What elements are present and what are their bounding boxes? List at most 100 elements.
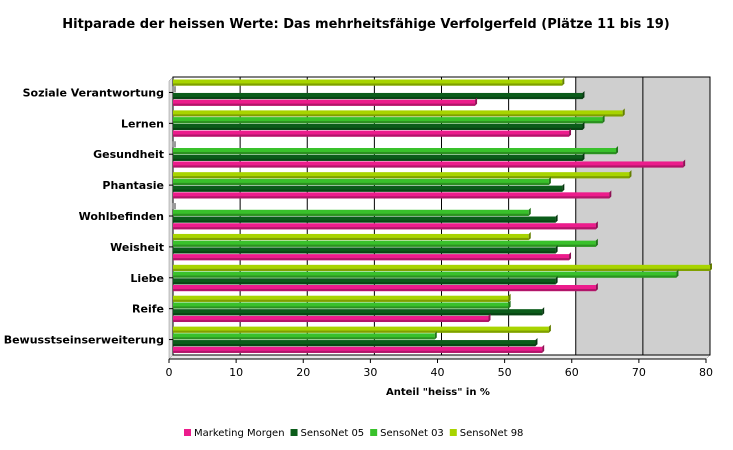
bar-sensonet-05-wohlbefinden (173, 216, 556, 223)
legend-swatch-sensonet-98 (449, 429, 457, 436)
bar-shade-marketing-morgen-phantasie (173, 196, 610, 199)
bar-shade-sensonet-03-reife (173, 306, 509, 309)
category-group-reife: Reife (132, 293, 545, 323)
bar-stub-sensonet-98-wohlbefinden (172, 203, 176, 210)
bar-sensonet-05-lernen (173, 123, 583, 130)
legend-item-sensonet-03: SensoNet 03 (370, 428, 444, 439)
bar-shade-sensonet-03-liebe (173, 275, 677, 278)
bar-end-sensonet-98-bewusstseinserweiterung (548, 324, 551, 333)
bar-end-sensonet-03-wohlbefinden (528, 207, 531, 216)
legend-label-sensonet-98: SensoNet 98 (460, 428, 524, 439)
category-group-wohlbefinden: Wohlbefinden (79, 203, 598, 230)
category-label-reife: Reife (132, 303, 164, 316)
legend-item-sensonet-05: SensoNet 05 (290, 428, 364, 439)
bar-end-sensonet-05-phantasie (562, 183, 565, 192)
category-group-lernen: Lernen (121, 108, 625, 137)
bar-sensonet-05-liebe (173, 278, 556, 285)
bar-shade-sensonet-05-reife (173, 313, 543, 316)
legend-label-marketing-morgen: Marketing Morgen (194, 428, 285, 439)
bar-marketing-morgen-phantasie (173, 192, 610, 199)
bar-end-marketing-morgen-bewusstseinserweiterung (542, 344, 545, 353)
bar-sensonet-05-weisheit (173, 247, 556, 254)
bar-shade-sensonet-05-lernen (173, 127, 583, 130)
category-group-bewusstseinserweiterung: Bewusstseinserweiterung (4, 324, 551, 353)
bar-shade-sensonet-98-phantasie (173, 176, 630, 179)
bar-sensonet-98-bewusstseinserweiterung (173, 326, 549, 333)
bar-shade-sensonet-03-wohlbefinden (173, 213, 529, 216)
bar-end-sensonet-98-soziale-verantwortung (562, 77, 565, 86)
category-group-soziale-verantwortung: Soziale Verantwortung (23, 77, 585, 106)
category-label-lernen: Lernen (121, 117, 164, 130)
bar-end-sensonet-05-lernen (582, 121, 585, 130)
bar-shade-sensonet-03-weisheit (173, 244, 596, 247)
bar-end-marketing-morgen-wohlbefinden (595, 221, 598, 230)
bar-sensonet-03-liebe (173, 271, 677, 278)
bar-shade-sensonet-03-bewusstseinserweiterung (173, 337, 435, 340)
legend-swatch-sensonet-03 (370, 429, 378, 436)
bar-sensonet-98-weisheit (173, 233, 529, 241)
bar-shade-marketing-morgen-lernen (173, 134, 570, 137)
chart-title: Hitparade der heissen Werte: Das mehrhei… (62, 17, 670, 32)
bar-marketing-morgen-bewusstseinserweiterung (173, 346, 543, 353)
bar-end-sensonet-03-liebe (676, 269, 679, 278)
bar-shade-sensonet-98-reife (173, 299, 509, 302)
legend-swatch-sensonet-05 (290, 429, 298, 436)
bar-sensonet-98-phantasie (173, 172, 630, 179)
bar-sensonet-03-phantasie (173, 178, 549, 186)
bar-shade-marketing-morgen-wohlbefinden (173, 227, 596, 230)
category-label-weisheit: Weisheit (110, 241, 164, 254)
bar-stub-sensonet-98-gesundheit (172, 141, 176, 148)
category-label-soziale-verantwortung: Soziale Verantwortung (23, 86, 164, 99)
bar-sensonet-03-weisheit (173, 240, 596, 247)
x-tick-label-30: 30 (363, 366, 377, 379)
bar-end-sensonet-03-bewusstseinserweiterung (434, 331, 437, 340)
bar-marketing-morgen-liebe (173, 285, 596, 292)
bar-shade-sensonet-05-liebe (173, 282, 556, 285)
bar-shade-sensonet-05-bewusstseinserweiterung (173, 344, 536, 347)
bar-sensonet-03-lernen (173, 117, 603, 124)
bar-end-marketing-morgen-lernen (569, 128, 572, 137)
category-label-gesundheit: Gesundheit (93, 148, 164, 161)
bar-end-sensonet-98-phantasie (629, 170, 632, 179)
category-label-bewusstseinserweiterung: Bewusstseinserweiterung (4, 334, 164, 347)
x-tick-label-80: 80 (699, 366, 713, 379)
bar-shade-sensonet-05-weisheit (173, 251, 556, 254)
x-axis-label: Anteil "heiss" in % (386, 387, 490, 398)
bar-sensonet-98-soziale-verantwortung (173, 79, 563, 86)
bar-end-marketing-morgen-reife (488, 313, 491, 323)
category-group-liebe: Liebe (130, 262, 712, 292)
bar-shade-sensonet-03-gesundheit (173, 151, 617, 155)
bar-shade-sensonet-98-liebe (173, 268, 710, 271)
bar-shade-sensonet-05-soziale-verantwortung (173, 96, 583, 100)
bar-end-sensonet-05-liebe (555, 276, 558, 285)
bar-end-marketing-morgen-weisheit (569, 252, 572, 261)
bar-shade-sensonet-98-soziale-verantwortung (173, 83, 563, 86)
bar-shade-marketing-morgen-weisheit (173, 258, 570, 261)
bar-end-sensonet-05-soziale-verantwortung (582, 90, 585, 100)
x-tick-label-40: 40 (431, 366, 445, 379)
bar-shade-sensonet-98-weisheit (173, 237, 529, 241)
bar-marketing-morgen-lernen (173, 130, 570, 137)
category-group-gesundheit: Gesundheit (93, 141, 686, 168)
x-tick-label-0: 0 (166, 366, 173, 379)
bar-shade-sensonet-05-phantasie (173, 189, 563, 192)
bar-end-sensonet-05-bewusstseinserweiterung (535, 338, 538, 347)
bar-sensonet-03-bewusstseinserweiterung (173, 333, 435, 340)
bar-marketing-morgen-weisheit (173, 254, 570, 261)
category-label-phantasie: Phantasie (102, 179, 164, 192)
bar-end-sensonet-05-reife (542, 307, 545, 316)
bar-end-sensonet-05-gesundheit (582, 152, 585, 161)
legend-label-sensonet-03: SensoNet 03 (380, 428, 444, 439)
category-group-phantasie: Phantasie (102, 170, 632, 199)
bar-end-sensonet-98-lernen (622, 108, 625, 117)
legend-item-marketing-morgen: Marketing Morgen (184, 428, 285, 439)
bar-shade-sensonet-05-gesundheit (173, 158, 583, 161)
bar-end-sensonet-03-gesundheit (616, 146, 619, 155)
bar-shade-sensonet-98-bewusstseinserweiterung (173, 330, 549, 333)
bar-end-sensonet-03-weisheit (595, 238, 598, 247)
bar-shade-marketing-morgen-bewusstseinserweiterung (173, 350, 543, 353)
bar-end-sensonet-03-lernen (602, 115, 605, 124)
bar-sensonet-03-wohlbefinden (173, 209, 529, 216)
x-tick-label-50: 50 (498, 366, 512, 379)
